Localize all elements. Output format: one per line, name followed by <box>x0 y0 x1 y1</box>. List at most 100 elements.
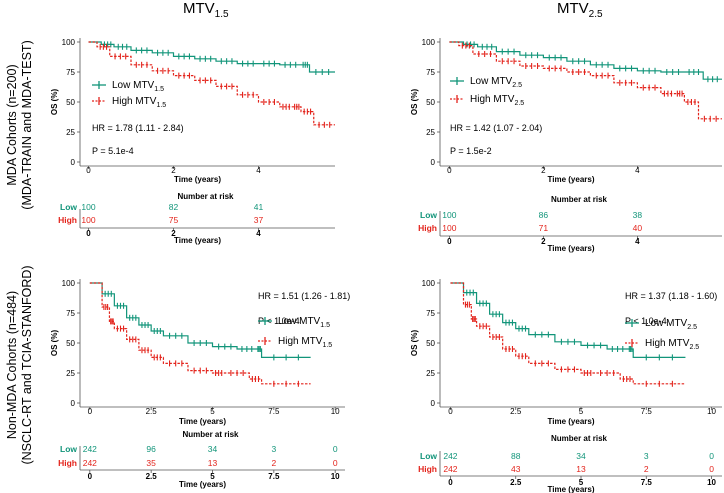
low-curve <box>88 41 335 73</box>
risk-low-count: 34 <box>576 451 586 461</box>
risk-table: Number at risk Low High 242 242 88 43 34 13 3 2 0 0 0… <box>418 434 722 493</box>
risk-low-label: Low <box>60 202 77 212</box>
risk-high-count: 100 <box>81 215 95 225</box>
risk-high-count: 100 <box>442 223 456 233</box>
risk-high-count: 37 <box>254 215 264 225</box>
risk-high-count: 40 <box>633 223 643 233</box>
risk-x-tick-label: 2.5 <box>146 472 158 481</box>
risk-low-count: 86 <box>539 210 549 220</box>
risk-x-tick-label: 2 <box>541 237 546 246</box>
y-tick-label: 75 <box>66 68 75 77</box>
y-axis-label: OS (%) <box>410 330 419 357</box>
risk-high-label: High <box>418 223 437 233</box>
risk-high-count: 13 <box>576 464 586 474</box>
x-tick-label: 2 <box>171 166 176 175</box>
risk-low-count: 100 <box>81 202 95 212</box>
risk-low-label: Low <box>420 451 437 461</box>
risk-x-tick-label: 2.5 <box>510 478 522 487</box>
risk-x-tick-label: 5 <box>210 472 215 481</box>
risk-low-label: Low <box>420 210 437 220</box>
risk-low-count: 96 <box>146 444 156 454</box>
risk-x-tick-label: 4 <box>635 237 640 246</box>
legend-low-label: Low MTV2.5 <box>470 76 522 89</box>
y-tick-label: 25 <box>426 369 435 378</box>
x-axis-label: Time (years) <box>174 175 221 184</box>
risk-x-tick-label: 0 <box>86 229 91 238</box>
low-curve <box>450 282 686 358</box>
risk-table-title: Number at risk <box>182 430 239 439</box>
column-title-mtv15: MTV1.5 <box>183 0 229 20</box>
p-value-text: P = 1.5e-2 <box>450 146 492 156</box>
x-tick-label: 0 <box>88 407 93 416</box>
risk-x-tick-label: 4 <box>256 229 261 238</box>
high-curve <box>450 282 686 385</box>
hr-text: HR = 1.78 (1.11 - 2.84) <box>92 123 184 133</box>
x-axis-label: Time (years) <box>548 175 595 184</box>
y-tick-label: 0 <box>71 399 76 408</box>
high-curve <box>89 282 311 385</box>
legend-low-label: Low MTV2.5 <box>645 318 697 331</box>
low-censor-marks <box>103 41 330 75</box>
risk-x-tick-label: 0 <box>88 472 93 481</box>
risk-high-count: 35 <box>146 458 156 468</box>
y-tick-label: 0 <box>431 399 436 408</box>
risk-x-axis-label: Time (years) <box>174 236 221 245</box>
row-label-mda-line2: (MDA-TRAIN and MDA-TEST) <box>20 40 34 209</box>
p-value-text: P < 1.0e-4 <box>258 316 300 326</box>
high-censor-marks <box>103 304 299 387</box>
risk-x-tick-label: 5 <box>579 478 584 487</box>
x-tick-label: 4 <box>256 166 261 175</box>
risk-high-label: High <box>418 464 437 474</box>
risk-table-title: Number at risk <box>177 192 234 201</box>
risk-x-axis-label: Time (years) <box>548 485 595 493</box>
y-tick-label: 100 <box>422 279 436 288</box>
risk-high-count: 71 <box>539 223 549 233</box>
risk-high-count: 43 <box>511 464 521 474</box>
p-value-text: P < 1.0e-4 <box>625 316 667 326</box>
risk-low-count: 100 <box>442 210 456 220</box>
legend-low-label: Low MTV1.5 <box>112 80 164 93</box>
y-tick-label: 50 <box>66 98 75 107</box>
y-tick-label: 100 <box>62 38 76 47</box>
low-censor-marks <box>104 290 299 361</box>
risk-high-count: 75 <box>169 215 179 225</box>
row-label-nonmda-line2: (NSCLC-RT and TCIA-STANFORD) <box>20 265 34 464</box>
y-tick-label: 50 <box>426 98 435 107</box>
risk-high-count: 13 <box>208 458 218 468</box>
y-tick-label: 50 <box>426 339 435 348</box>
risk-high-count: 0 <box>709 464 714 474</box>
y-axis-label: OS (%) <box>50 330 59 357</box>
high-censor-marks <box>99 43 331 128</box>
hr-text: HR = 1.37 (1.18 - 1.60) <box>625 291 717 301</box>
x-tick-label: 2.5 <box>146 407 158 416</box>
risk-x-tick-label: 0 <box>447 237 452 246</box>
y-tick-label: 100 <box>62 279 76 288</box>
y-tick-label: 0 <box>431 158 436 167</box>
risk-x-axis-label: Time (years) <box>179 480 226 489</box>
y-tick-label: 25 <box>66 128 75 137</box>
risk-high-count: 0 <box>333 458 338 468</box>
column-title-mtv25: MTV2.5 <box>557 0 603 20</box>
risk-x-tick-label: 0 <box>448 478 453 487</box>
x-tick-label: 0 <box>448 407 453 416</box>
x-tick-label: 10 <box>331 407 340 416</box>
risk-high-count: 2 <box>271 458 276 468</box>
y-tick-label: 25 <box>426 128 435 137</box>
x-tick-label: 10 <box>707 407 716 416</box>
risk-low-count: 242 <box>443 451 457 461</box>
risk-low-count: 0 <box>333 444 338 454</box>
row-label-nonmda-line1: Non-MDA Cohorts (n=484) <box>5 291 19 439</box>
risk-x-axis-label: Time (years) <box>548 244 595 253</box>
y-tick-label: 50 <box>66 339 75 348</box>
km-panel-1: 0 25 50 75 100 0 2 4 OS (%) Time (years) HR = 1.78… <box>50 38 335 245</box>
x-tick-label: 7.5 <box>268 407 280 416</box>
risk-x-tick-label: 7.5 <box>268 472 280 481</box>
risk-low-count: 242 <box>83 444 97 454</box>
risk-x-tick-label: 7.5 <box>641 478 653 487</box>
x-tick-label: 2 <box>541 166 546 175</box>
risk-table: Number at risk Low High 242 242 96 35 34 13 3 2 0 0 0… <box>58 430 345 489</box>
risk-x-tick-label: 10 <box>707 478 716 487</box>
x-tick-label: 7.5 <box>641 407 653 416</box>
y-axis-label: OS (%) <box>50 89 59 116</box>
